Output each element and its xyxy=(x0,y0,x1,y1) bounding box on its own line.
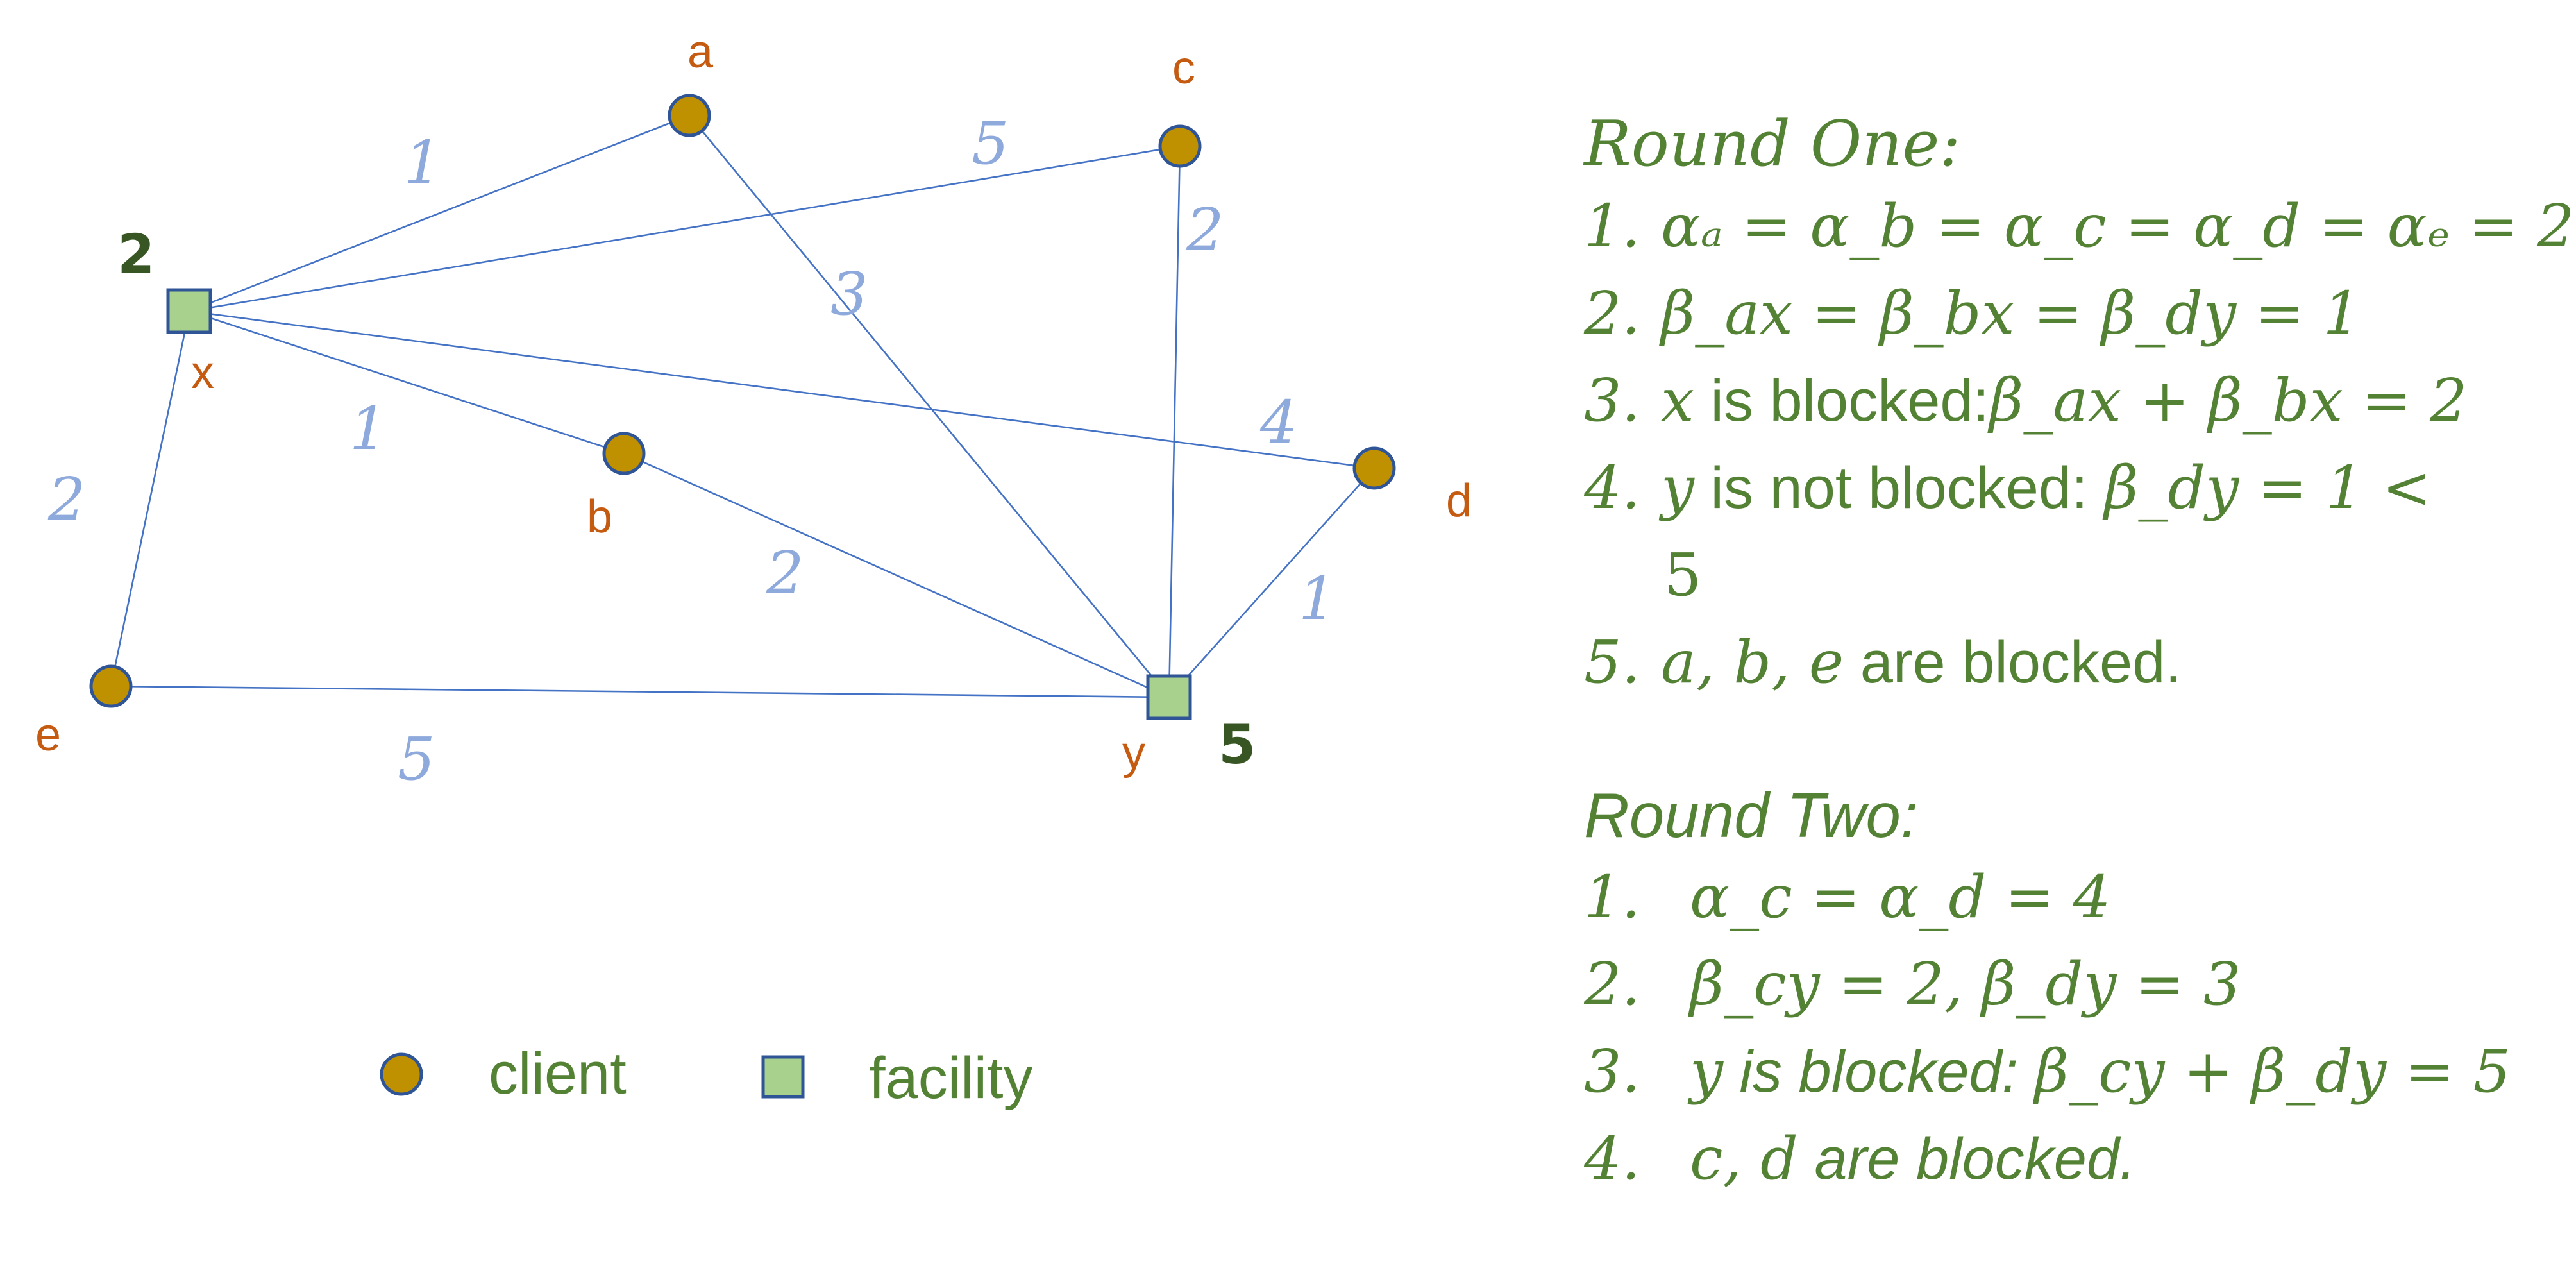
client-node-e xyxy=(91,666,131,706)
round-two: Round Two: 1. α_c = α_d = 4 2. β_cy = 2, β… xyxy=(1584,777,2572,1203)
round-two-step-3: 3. y is blocked: β_cy + β_dy = 5 xyxy=(1584,1028,2572,1115)
round-two-step-4: 4. c, d are blocked. xyxy=(1584,1115,2572,1203)
step-math: c, d xyxy=(1690,1124,1798,1193)
step-number: 2. xyxy=(1584,941,1690,1028)
round-two-title: Round Two: xyxy=(1584,777,2572,854)
round-two-step-2: 2. β_cy = 2, β_dy = 3 xyxy=(1584,941,2572,1028)
edge-x-b xyxy=(189,311,624,453)
edge-x-e xyxy=(111,311,189,686)
step-math: β_cy = 2, β_dy = 3 xyxy=(1690,950,2241,1019)
edge-d-y xyxy=(1169,468,1374,697)
step-number: 2. xyxy=(1584,270,1661,357)
round-one-step-1: 1. αₐ = α_b = α_c = α_d = αₑ = 2 xyxy=(1584,183,2572,270)
facility-node-y xyxy=(1148,676,1190,718)
weight-b-y: 2 xyxy=(766,539,804,607)
step-text: is not blocked: xyxy=(1694,455,2104,521)
node-label-a: a xyxy=(687,26,714,78)
weight-x-a: 1 xyxy=(404,128,442,197)
step-text: is blocked: xyxy=(1694,368,1989,434)
step-number: 1. xyxy=(1584,854,1690,941)
rounds-panel: Round One: 1. αₐ = α_b = α_c = α_d = αₑ =… xyxy=(1584,106,2572,1203)
step-number: 3. xyxy=(1584,357,1661,444)
step-text: are blocked. xyxy=(1798,1126,2136,1192)
weight-x-b: 1 xyxy=(349,394,387,463)
step-math: 5 xyxy=(1664,541,1702,609)
node-label-b: b xyxy=(587,491,612,543)
weight-x-e: 2 xyxy=(47,465,86,534)
round-two-step-1: 1. α_c = α_d = 4 xyxy=(1584,854,2572,941)
round-one-title: Round One: xyxy=(1584,106,2572,183)
edge-x-c xyxy=(189,146,1180,311)
client-node-a xyxy=(669,96,709,135)
edge-c-y xyxy=(1169,146,1180,697)
weight-c-y: 2 xyxy=(1186,196,1224,264)
step-math: a, b, e xyxy=(1661,628,1844,697)
step-number: 4. xyxy=(1584,1115,1690,1203)
weight-x-d: 4 xyxy=(1259,388,1298,457)
round-one-step-2: 2. β_ax = β_bx = β_dy = 1 xyxy=(1584,270,2572,357)
step-text: are blocked. xyxy=(1844,630,2182,695)
step-text: is blocked: xyxy=(1723,1039,2035,1104)
legend-facility-icon xyxy=(763,1057,803,1097)
node-label-y: y xyxy=(1122,727,1145,779)
node-label-d: d xyxy=(1446,475,1472,527)
round-one: Round One: 1. αₐ = α_b = α_c = α_d = αₑ =… xyxy=(1584,106,2572,706)
step-number: 5. xyxy=(1584,619,1661,706)
step-math: x xyxy=(1661,366,1694,435)
step-math: y xyxy=(1690,1037,1723,1106)
step-number: 3. xyxy=(1584,1028,1690,1115)
edge-a-y xyxy=(689,115,1169,697)
legend-facility-label: facility xyxy=(869,1045,1033,1111)
legend-client-label: client xyxy=(489,1041,627,1106)
weight-d-y: 1 xyxy=(1299,564,1336,633)
node-label-e: e xyxy=(35,709,61,761)
edges xyxy=(111,115,1374,697)
client-node-d xyxy=(1354,448,1394,488)
node-label-x: x xyxy=(191,347,214,398)
edge-weights: 1 5 1 4 2 3 2 2 1 5 xyxy=(47,109,1336,793)
legend: client facility xyxy=(382,1041,1033,1111)
weight-a-y: 3 xyxy=(830,260,868,328)
step-math: β_cy + β_dy = 5 xyxy=(2035,1037,2511,1106)
facility-cost-y: 5 xyxy=(1218,713,1256,776)
edge-e-y xyxy=(111,686,1169,697)
step-math: αₐ = α_b = α_c = α_d = αₑ = 2 xyxy=(1661,192,2575,260)
node-label-c: c xyxy=(1172,42,1195,94)
client-nodes xyxy=(91,96,1394,706)
facility-node-x xyxy=(168,290,210,332)
client-node-c xyxy=(1160,126,1200,166)
node-labels: a c b d e x y 2 5 xyxy=(35,26,1472,779)
weight-x-c: 5 xyxy=(972,109,1009,178)
round-one-step-5: 5. a, b, e are blocked. xyxy=(1584,619,2572,706)
weight-e-y: 5 xyxy=(398,725,435,793)
step-math: β_dy = 1 < xyxy=(2104,453,2432,522)
legend-client-icon xyxy=(382,1054,421,1094)
step-math: α_c = α_d = 4 xyxy=(1690,863,2110,931)
edge-b-y xyxy=(624,453,1169,697)
client-node-b xyxy=(604,434,644,473)
round-one-step-3: 3. x is blocked:β_ax + β_bx = 2 xyxy=(1584,357,2572,444)
step-math: y xyxy=(1661,453,1694,522)
step-number: 4. xyxy=(1584,444,1661,532)
step-number: 1. xyxy=(1584,183,1661,270)
step-math: β_ax = β_bx = β_dy = 1 xyxy=(1661,279,2361,348)
facility-cost-x: 2 xyxy=(117,223,155,285)
round-one-step-4: 4. y is not blocked: β_dy = 1 < xyxy=(1584,444,2572,532)
round-one-step-4-continued: 5 xyxy=(1584,532,2572,619)
step-math: β_ax + β_bx = 2 xyxy=(1989,366,2468,435)
